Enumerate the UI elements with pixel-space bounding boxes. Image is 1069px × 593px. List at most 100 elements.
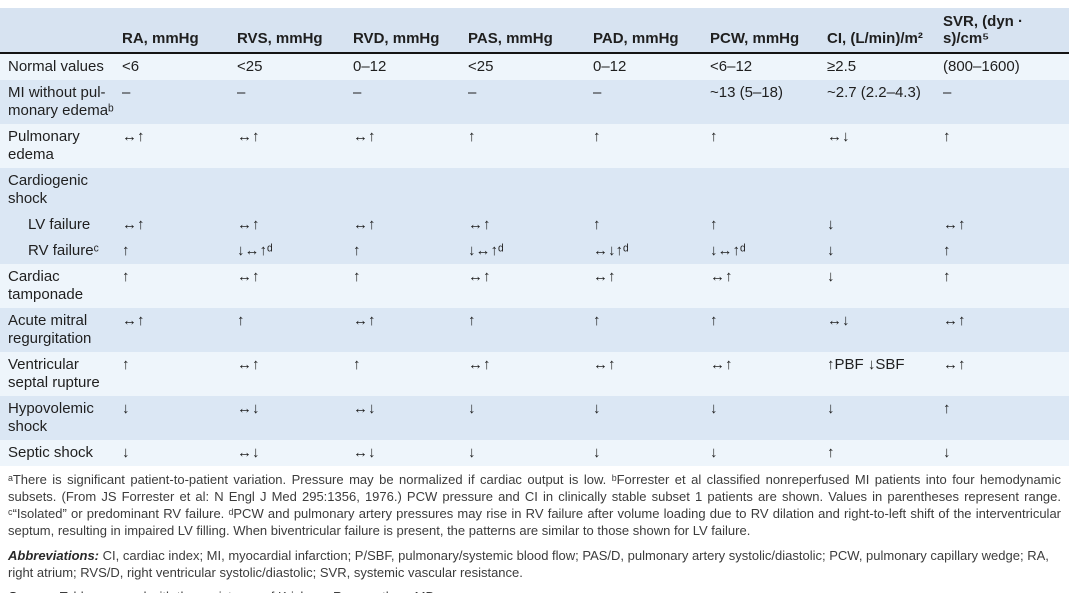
table-cell: ↑ [593, 128, 601, 145]
table-cell: ↑ [943, 400, 951, 417]
header-row: RA, mmHg RVS, mmHg RVD, mmHg PAS, mmHg PAD, … [0, 8, 1069, 54]
table-cell: ↔↑ [710, 268, 733, 285]
table-row: Normal values <6 <25 0–12 <25 0–12 <6–12 ≥2.5 (8… [0, 53, 1069, 80]
source-label: Source: [8, 589, 56, 593]
table-row: Acute mitral regurgitation ↔↑ ↑ ↔↑ ↑ ↑ ↑ ↔↓ ↔↑ [0, 308, 1069, 352]
source-note: Source: Table prepared with the assistan… [8, 588, 1061, 593]
table-cell [237, 168, 353, 212]
row-label: Normal values [8, 58, 104, 75]
column-header: CI, (L/min)/m² [827, 8, 943, 54]
table-row: Pulmonary edema ↔↑ ↔↑ ↔↑ ↑ ↑ ↑ ↔↓ ↑ [0, 124, 1069, 168]
column-header: PAD, mmHg [593, 8, 710, 54]
table-cell: – [122, 84, 131, 101]
table-row: Septic shock ↓ ↔↓ ↔↓ ↓ ↓ ↓ ↑ ↓ [0, 440, 1069, 466]
table-cell: ↔↑ [943, 356, 966, 373]
table-cell: ↓ [943, 444, 951, 461]
table-cell: ↑ [943, 242, 951, 259]
table-cell [353, 168, 468, 212]
table-cell: ~13 (5–18) [710, 84, 783, 101]
column-header: RVS, mmHg [237, 8, 353, 54]
table-cell: ↔↑ [468, 268, 491, 285]
table-cell: ↑ [468, 312, 476, 329]
table-cell: ↓↔↑ᵈ [468, 242, 504, 259]
table-cell: ↓ [827, 242, 835, 259]
row-label: Cardiogenic shock [8, 172, 89, 207]
table-cell: ↓ [593, 444, 601, 461]
table-cell: ↔↑ [237, 216, 260, 233]
table-cell: ↓ [122, 444, 130, 461]
table-cell: ↔↑ [353, 216, 376, 233]
table-cell [710, 168, 827, 212]
table-cell: ↑PBF ↓SBF [827, 356, 905, 373]
table-cell: ↑ [593, 312, 601, 329]
column-header: RVD, mmHg [353, 8, 468, 54]
table-cell: ↑ [943, 128, 951, 145]
corner-cell [0, 8, 122, 54]
table-cell: ↑ [353, 242, 361, 259]
table-cell: ↔↓ [237, 444, 260, 461]
table-cell: ↔↑ [237, 356, 260, 373]
table-cell: – [943, 84, 952, 101]
table-cell: ↔↑ [122, 312, 145, 329]
column-header: PCW, mmHg [710, 8, 827, 54]
table-cell: ↔↓ [827, 128, 850, 145]
row-label: RV failureᶜ [28, 242, 99, 259]
row-label: Ventricular septal rupture [8, 356, 100, 391]
table-cell: ↔↑ [943, 312, 966, 329]
table-row: Cardiogenic shock [0, 168, 1069, 212]
table-cell: ↑ [237, 312, 245, 329]
row-label: Pulmonary edema [8, 128, 80, 163]
table-cell: <6–12 [710, 58, 753, 75]
notes-section: ᵃThere is significant patient-to-patient… [0, 471, 1069, 593]
table-cell: ↓ [827, 216, 835, 233]
table-row: Ventricular septal rupture ↑ ↔↑ ↑ ↔↑ ↔↑ ↔↑ ↑PBF… [0, 352, 1069, 396]
table-cell [468, 168, 593, 212]
table-body: Normal values <6 <25 0–12 <25 0–12 <6–12 ≥2.5 (8… [0, 53, 1069, 466]
table-cell: ↓ [122, 400, 130, 417]
table-cell: <6 [122, 58, 140, 75]
table-cell: ↔↑ [468, 216, 491, 233]
table-cell: <25 [237, 58, 263, 75]
table-cell: ↑ [943, 268, 951, 285]
table-cell: ↔↑ [710, 356, 733, 373]
table-cell: ↓ [468, 400, 476, 417]
table-cell: ↑ [710, 216, 718, 233]
table-cell: ↓ [710, 444, 718, 461]
hemodynamics-table: RA, mmHg RVS, mmHg RVD, mmHg PAS, mmHg PAD, … [0, 8, 1069, 466]
table-cell: ↔↑ [122, 128, 145, 145]
table-cell: ↑ [827, 444, 835, 461]
table-cell: ↔↑ [122, 216, 145, 233]
table-cell: ↔↓ [353, 400, 376, 417]
table-cell: ↔↑ [468, 356, 491, 373]
table-cell [593, 168, 710, 212]
table-cell: ↑ [468, 128, 476, 145]
table-cell: ↔↓↑ᵈ [593, 242, 629, 259]
table-cell: ↔↓ [353, 444, 376, 461]
table-cell: ↔↑ [943, 216, 966, 233]
source-text: Table prepared with the assistance of Kr… [60, 589, 439, 593]
table-cell: ↑ [122, 268, 130, 285]
abbreviations-text: CI, cardiac index; MI, myocardial infarc… [8, 548, 1049, 580]
table-cell: – [468, 84, 477, 101]
column-header: RA, mmHg [122, 8, 237, 54]
table-cell: ↔↑ [593, 268, 616, 285]
table-cell: (800–1600) [943, 58, 1020, 75]
table-row: MI without pul­monary edemaᵇ – – – – – ~13 (5–… [0, 80, 1069, 124]
table-cell: ↔↑ [593, 356, 616, 373]
table-cell: ↓ [468, 444, 476, 461]
table-cell: ↔↑ [237, 268, 260, 285]
table-cell: ~2.7 (2.2–4.3) [827, 84, 921, 101]
table-cell: 0–12 [593, 58, 627, 75]
row-label: Septic shock [8, 444, 94, 461]
column-header: PAS, mmHg [468, 8, 593, 54]
table-row: Hypovolemic shock ↓ ↔↓ ↔↓ ↓ ↓ ↓ ↓ ↑ [0, 396, 1069, 440]
table-cell: – [593, 84, 602, 101]
table-cell: ↑ [710, 312, 718, 329]
table-cell: 0–12 [353, 58, 387, 75]
table-cell: ↓ [827, 400, 835, 417]
table-cell: ↑ [710, 128, 718, 145]
column-header: SVR, (dyn · s)/cm⁵ [943, 8, 1069, 54]
table-cell: ↓↔↑ᵈ [710, 242, 746, 259]
table-cell: ↓↔↑ᵈ [237, 242, 273, 259]
row-label: Cardiac tamponade [8, 268, 84, 303]
